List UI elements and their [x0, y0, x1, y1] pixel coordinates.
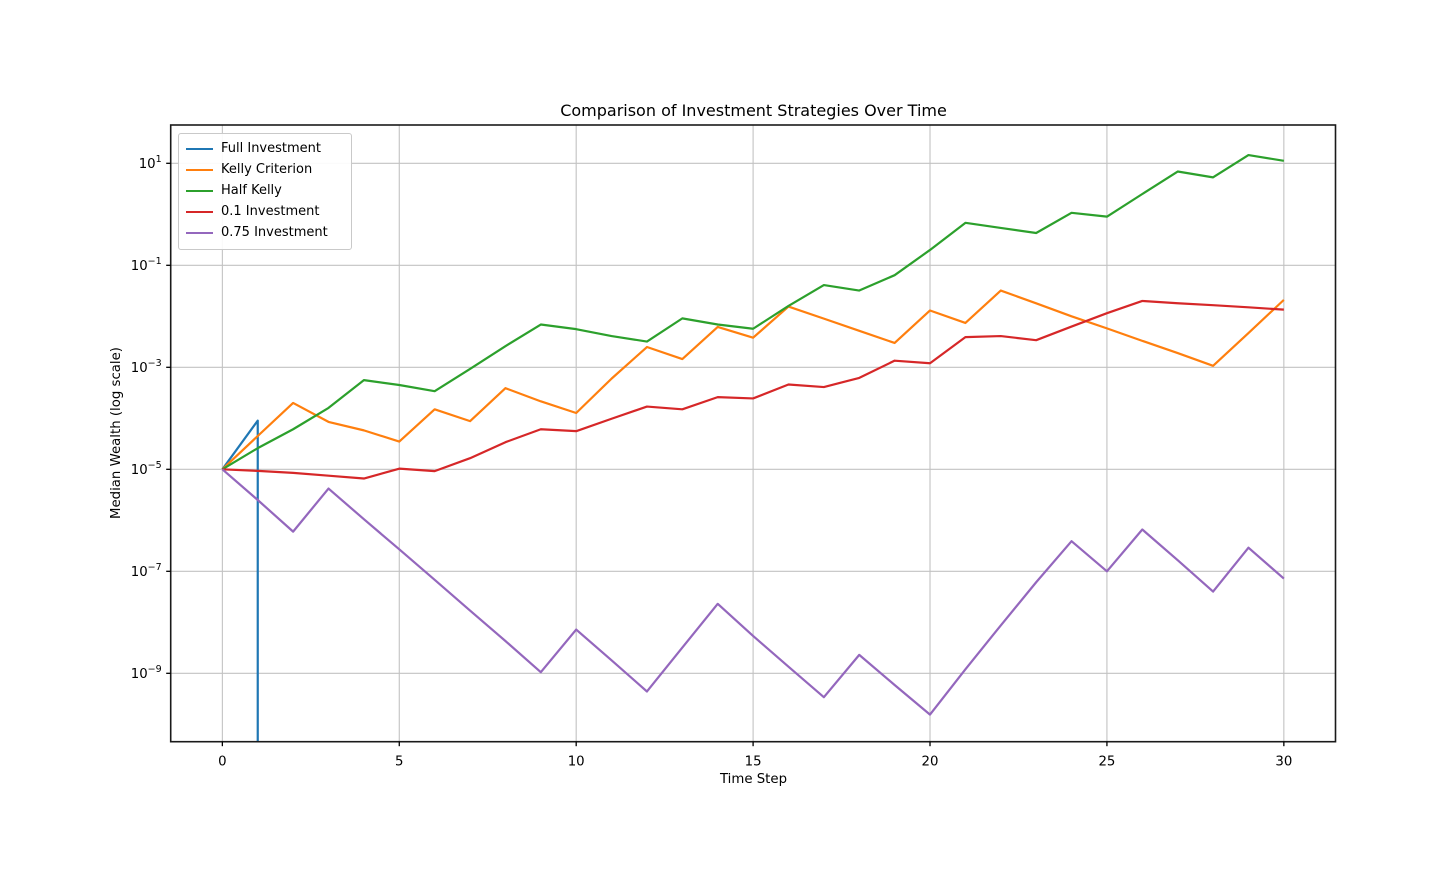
legend-label: Full Investment — [221, 141, 321, 156]
legend-line-sample — [186, 231, 213, 234]
x-tick-label: 10 — [568, 755, 585, 770]
chart-title: Comparison of Investment Strategies Over… — [560, 101, 947, 120]
y-tick-label: 10−7 — [131, 562, 162, 580]
legend-line-sample — [186, 189, 213, 192]
x-tick-label: 0 — [218, 755, 226, 770]
legend-item: Kelly Criterion — [179, 159, 351, 180]
legend-label: 0.75 Investment — [221, 225, 328, 240]
y-tick-label: 10−5 — [131, 460, 162, 478]
series-lines — [221, 153, 1285, 742]
gridlines — [170, 125, 1336, 742]
legend-line-sample — [186, 168, 213, 171]
y-tick-label: 10−9 — [131, 664, 162, 682]
x-tick-labels: 0 5 10 15 20 25 30 — [218, 755, 1292, 770]
x-tick-label: 30 — [1275, 755, 1292, 770]
series-line-0-1-investment — [222, 299, 1284, 480]
legend-label: Half Kelly — [221, 183, 282, 198]
legend-item: Half Kelly — [179, 180, 351, 201]
series-line-0-75-investment — [221, 468, 1285, 716]
x-tick-label: 15 — [745, 755, 762, 770]
y-axis-label: Median Wealth (log scale) — [109, 347, 124, 519]
y-tick-labels: 101 10−1 10−3 10−5 10−7 10−9 — [131, 154, 162, 682]
legend-label: 0.1 Investment — [221, 204, 320, 219]
y-tick-label: 101 — [139, 154, 162, 172]
x-tick-label: 25 — [1098, 755, 1115, 770]
legend-item: 0.1 Investment — [179, 201, 351, 222]
legend-label: Kelly Criterion — [221, 162, 313, 177]
series-line-half-kelly — [221, 153, 1285, 471]
y-tick-label: 10−3 — [131, 358, 162, 376]
legend-item: Full Investment — [179, 138, 351, 159]
legend-line-sample — [186, 210, 213, 213]
legend: Full Investment Kelly Criterion Half Kelly… — [178, 133, 352, 250]
x-axis-label: Time Step — [719, 772, 788, 787]
legend-line-sample — [186, 147, 213, 150]
series-line-full-investment — [221, 419, 259, 742]
y-tick-label: 10−1 — [131, 256, 162, 274]
legend-item: 0.75 Investment — [179, 222, 351, 243]
x-tick-label: 20 — [922, 755, 939, 770]
series-line-kelly-criterion — [221, 289, 1285, 471]
tick-marks — [166, 162, 1285, 747]
x-tick-label: 5 — [395, 755, 403, 770]
